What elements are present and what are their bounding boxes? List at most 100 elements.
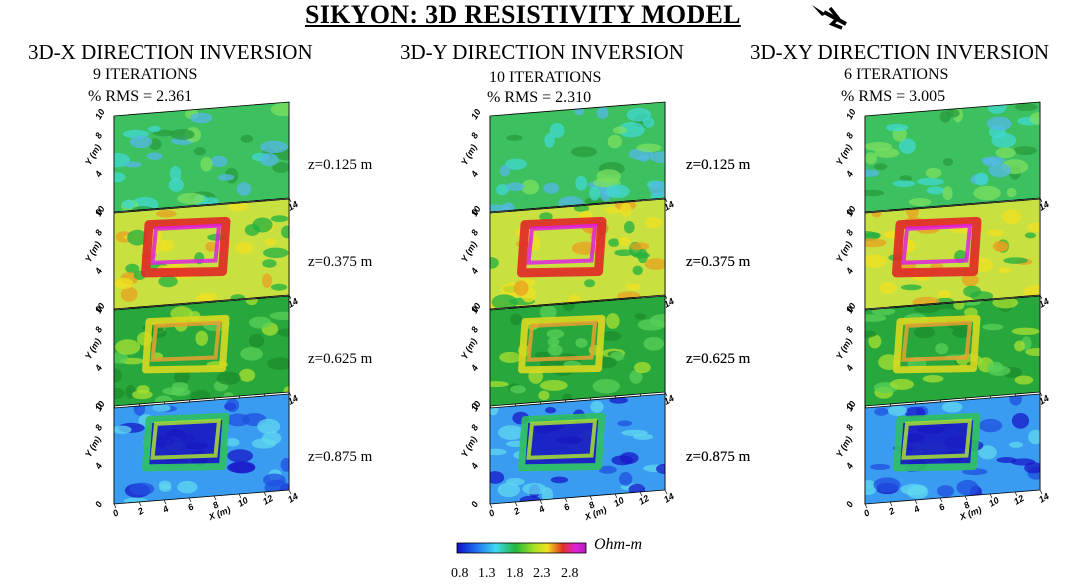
depth-slice: [865, 102, 1040, 212]
x-tick-label: 14: [662, 491, 676, 505]
panel-iterations-y: 10 ITERATIONS: [489, 69, 602, 86]
panel-title-y: 3D-Y DIRECTION INVERSION: [400, 40, 684, 64]
y-tick-label: 10: [844, 301, 858, 315]
depth-label: z=0.875 m: [686, 449, 751, 465]
x-tick-label: 14: [286, 491, 300, 505]
y-tick-label: 0: [469, 402, 480, 411]
depth-slice: [114, 102, 289, 212]
depth-slice: [490, 102, 665, 212]
legend-tick: 2.3: [533, 566, 551, 581]
y-tick-label: 4: [844, 363, 856, 373]
y-tick-label: 8: [844, 423, 855, 432]
depth-label: z=0.125 m: [686, 157, 751, 173]
depth-label: z=0.625 m: [686, 351, 751, 367]
page-title: SIKYON: 3D RESISTIVITY MODEL: [305, 0, 741, 29]
depth-slice: [114, 296, 289, 406]
depth-slice: [865, 296, 1040, 406]
x-tick-label: 14: [286, 199, 300, 213]
y-tick-label: 4: [469, 363, 481, 373]
y-axis-label: Y (m): [83, 435, 103, 459]
y-tick-label: 8: [469, 325, 480, 334]
panel-title-x: 3D-X DIRECTION INVERSION: [28, 40, 313, 64]
y-tick-label: 8: [469, 228, 480, 237]
y-tick-label: 4: [469, 169, 481, 179]
y-tick-label: 10: [844, 107, 858, 121]
depth-label: z=0.375 m: [308, 254, 373, 270]
x-tick-label: 2: [886, 506, 896, 518]
depth-slice: [114, 199, 289, 309]
panel-rms-x: % RMS = 2.361: [88, 88, 193, 105]
y-tick-label: 4: [844, 461, 856, 471]
y-tick-label: 0: [93, 402, 104, 411]
x-tick-label: 6: [937, 501, 947, 513]
slice-outline: [113, 101, 290, 213]
y-axis-label: Y (m): [459, 435, 479, 459]
depth-label: z=0.375 m: [686, 254, 751, 270]
y-tick-label: 0: [93, 305, 104, 314]
north-arrow-icon: [808, 2, 854, 32]
depth-label: z=0.125 m: [686, 157, 751, 173]
y-tick-label: 8: [469, 423, 480, 432]
x-tick-label: 10: [612, 495, 626, 509]
y-tick-label: 8: [93, 228, 104, 237]
x-tick-label: 0: [111, 508, 120, 519]
y-tick-label: 0: [93, 500, 104, 509]
y-tick-label: 4: [469, 266, 481, 276]
y-tick-label: 0: [469, 500, 480, 509]
y-tick-label: 4: [93, 363, 105, 373]
y-axis-label: Y (m): [83, 337, 103, 361]
depth-slice: [490, 296, 665, 406]
y-tick-label: 8: [469, 131, 480, 140]
depth-slice: [114, 394, 289, 504]
panel-title-xy: 3D-XY DIRECTION INVERSION: [750, 40, 1050, 64]
y-tick-label: 8: [93, 131, 104, 140]
y-tick-label: 4: [844, 266, 856, 276]
y-axis-label: Y (m): [459, 143, 479, 167]
depth-label: z=0.875 m: [686, 449, 751, 465]
x-tick-label: 12: [637, 493, 651, 507]
y-tick-label: 10: [93, 301, 107, 315]
x-axis-label: X (m): [957, 504, 983, 522]
slice-outline: [113, 295, 290, 407]
legend-tick: 1.8: [506, 566, 524, 581]
slice-outline: [489, 101, 666, 213]
depth-label: z=0.625 m: [308, 351, 373, 367]
x-tick-label: 8: [962, 500, 971, 511]
depth-label: z=0.625 m: [686, 351, 751, 367]
x-tick-label: 14: [662, 296, 676, 310]
panel-iterations-x: 9 ITERATIONS: [93, 66, 198, 83]
depth-slice: [490, 199, 665, 309]
x-tick-label: 4: [911, 504, 921, 516]
x-tick-label: 14: [662, 393, 676, 407]
y-tick-label: 4: [93, 461, 105, 471]
y-axis-label: Y (m): [834, 240, 854, 264]
y-axis-label: Y (m): [834, 337, 854, 361]
x-axis-label: X (m): [206, 504, 232, 522]
y-tick-label: 8: [844, 325, 855, 334]
x-tick-label: 0: [487, 508, 496, 519]
x-tick-label: 14: [1037, 199, 1051, 213]
x-tick-label: 14: [662, 199, 676, 213]
y-tick-label: 0: [844, 500, 855, 509]
y-tick-label: 0: [844, 208, 855, 217]
y-tick-label: 0: [469, 208, 480, 217]
y-tick-label: 0: [93, 208, 104, 217]
slice-outline: [113, 198, 290, 310]
y-tick-label: 10: [93, 107, 107, 121]
x-tick-label: 2: [511, 506, 521, 518]
y-tick-label: 10: [469, 301, 483, 315]
y-axis-label: Y (m): [83, 240, 103, 264]
y-tick-label: 4: [469, 461, 481, 471]
x-tick-label: 14: [286, 393, 300, 407]
depth-label: z=0.375 m: [686, 254, 751, 270]
depth-slice: [490, 394, 665, 504]
x-tick-label: 14: [286, 296, 300, 310]
y-tick-label: 10: [844, 204, 858, 218]
x-tick-label: 14: [1037, 491, 1051, 505]
slice-outline: [489, 295, 666, 407]
x-axis-label: X (m): [582, 504, 608, 522]
y-tick-label: 4: [93, 169, 105, 179]
y-tick-label: 0: [469, 305, 480, 314]
depth-label: z=0.875 m: [308, 449, 373, 465]
x-tick-label: 0: [862, 508, 871, 519]
